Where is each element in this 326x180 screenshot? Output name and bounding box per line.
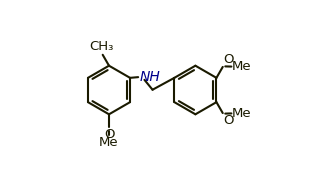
Text: Me: Me <box>232 107 252 120</box>
Text: Me: Me <box>99 136 119 149</box>
Text: O: O <box>223 53 234 66</box>
Text: Me: Me <box>232 60 252 73</box>
Text: CH₃: CH₃ <box>90 40 114 53</box>
Text: NH: NH <box>140 70 161 84</box>
Text: O: O <box>223 114 234 127</box>
Text: O: O <box>104 128 114 141</box>
